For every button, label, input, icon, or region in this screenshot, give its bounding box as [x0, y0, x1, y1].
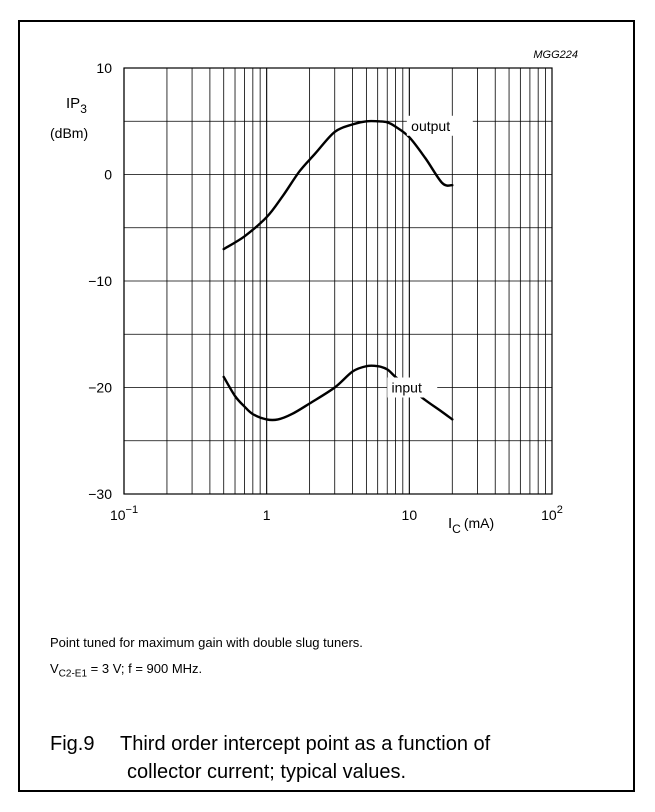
chart-grid	[123, 67, 552, 495]
caption-fig-number: Fig.9	[50, 733, 95, 755]
note-line-2: VC2-E1 = 3 V; f = 900 MHz.	[50, 661, 203, 680]
series-line-output	[222, 119, 454, 251]
y-tick-label: −30	[88, 486, 112, 502]
input-label-bg	[387, 377, 438, 398]
y-axis-unit: (dBm)	[50, 125, 88, 141]
note-line-1: Point tuned for maximum gain with double…	[50, 635, 363, 650]
x-tick-label: 1	[263, 507, 271, 523]
x-tick-label: 10−1	[110, 504, 138, 523]
y-tick-labels: 10 0 −10 −20 −30	[88, 60, 112, 502]
x-axis-label: IC (mA)	[448, 515, 494, 536]
x-tick-label: 10	[402, 507, 418, 523]
series-layer: output input	[222, 115, 473, 422]
intercept-chart: output input 10 0 −10 −20 −30 10−1 1 10 102 MGG2…	[50, 49, 578, 536]
y-tick-label: −20	[88, 380, 112, 396]
series-label-input: input	[392, 380, 422, 396]
y-tick-label: −10	[88, 273, 112, 289]
x-tick-label: 102	[541, 504, 563, 523]
caption-line-1: Third order intercept point as a functio…	[120, 733, 491, 755]
plot-border	[123, 67, 553, 495]
figure-frame	[18, 20, 635, 792]
y-tick-label: 0	[104, 167, 112, 183]
x-tick-labels: 10−1 1 10 102	[110, 504, 563, 523]
y-tick-label: 10	[96, 60, 112, 76]
figure-caption: Fig.9 Third order intercept point as a fu…	[50, 730, 610, 786]
output-label-bg	[406, 115, 473, 136]
figure-code: MGG224	[533, 49, 578, 61]
caption-line-2: collector current; typical values.	[127, 761, 407, 783]
series-label-output: output	[411, 118, 450, 134]
y-axis-label: IP3	[66, 95, 87, 116]
